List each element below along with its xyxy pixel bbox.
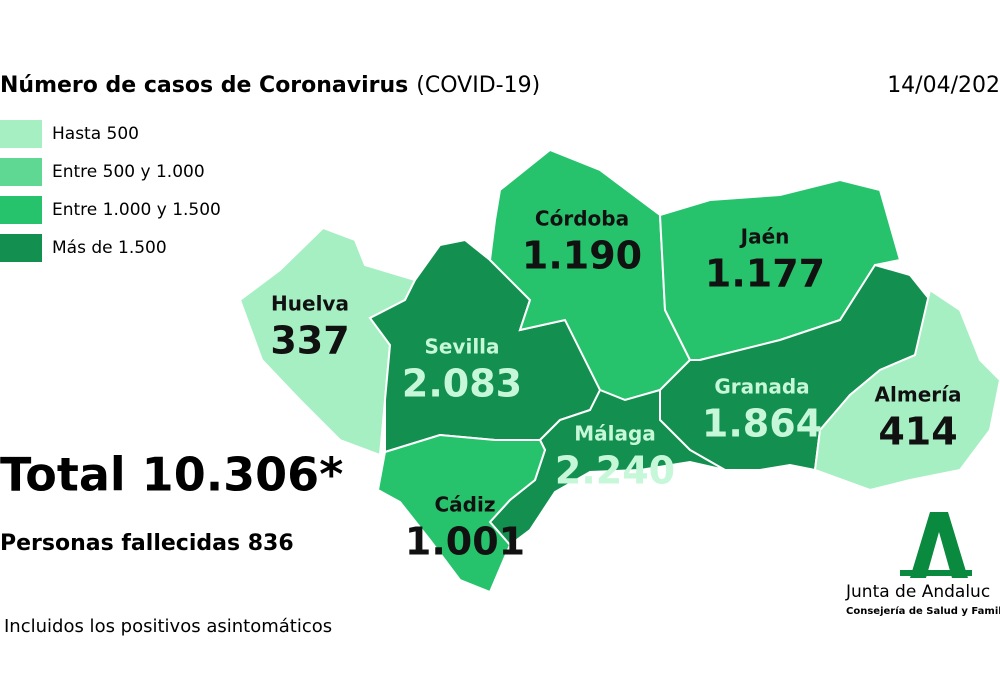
- date: 14/04/202: [887, 73, 1000, 98]
- legend-swatch: [0, 158, 42, 186]
- province-value: 1.177: [705, 252, 825, 296]
- logo-bar: [900, 570, 972, 576]
- legend-label: Entre 1.000 y 1.500: [52, 200, 221, 220]
- title: Número de casos de Coronavirus (COVID-19): [0, 73, 540, 98]
- province-name: Jaén: [739, 225, 790, 249]
- province: [376, 433, 547, 594]
- province-value: 1.190: [522, 234, 642, 278]
- province-value: 1.864: [702, 402, 822, 446]
- province-name: Almería: [875, 383, 962, 407]
- province-name: Cádiz: [435, 493, 496, 517]
- province-value: 1.001: [405, 520, 525, 564]
- province-name: Málaga: [574, 422, 656, 446]
- footnote: Incluidos los positivos asintomáticos: [4, 616, 332, 637]
- province-value: 2.083: [402, 362, 522, 406]
- legend-label: Hasta 500: [52, 124, 139, 144]
- province-value: 337: [270, 319, 349, 363]
- title-suffix: (COVID-19): [416, 73, 540, 98]
- province-name: Granada: [714, 375, 809, 399]
- legend-swatch: [0, 196, 42, 224]
- legend: Hasta 500 Entre 500 y 1.000 Entre 1.000 y …: [0, 120, 221, 262]
- provinces: [238, 148, 1000, 594]
- province-name: Córdoba: [535, 207, 629, 231]
- legend-swatch: [0, 120, 42, 148]
- deaths: Personas fallecidas 836: [0, 531, 294, 556]
- province-name: Sevilla: [424, 335, 499, 359]
- total: Total 10.306*: [0, 448, 343, 502]
- logo-title: Junta de Andaluc: [845, 582, 990, 602]
- province-value: 2.240: [555, 449, 675, 493]
- legend-swatch: [0, 234, 42, 262]
- province-labels: Huelva 337 Sevilla 2.083 Córdoba 1.190 Jaén 1.1…: [270, 207, 961, 564]
- logo-subtitle: Consejería de Salud y Famil: [846, 605, 1000, 617]
- legend-label: Entre 500 y 1.000: [52, 162, 205, 182]
- legend-label: Más de 1.500: [52, 238, 167, 258]
- province: [813, 288, 1000, 492]
- province-value: 414: [878, 410, 957, 454]
- province-name: Huelva: [271, 292, 349, 316]
- logo-mark: [910, 512, 968, 578]
- logo: Junta de Andaluc Consejería de Salud y F…: [845, 512, 1000, 617]
- title-main: Número de casos de Coronavirus: [0, 73, 408, 98]
